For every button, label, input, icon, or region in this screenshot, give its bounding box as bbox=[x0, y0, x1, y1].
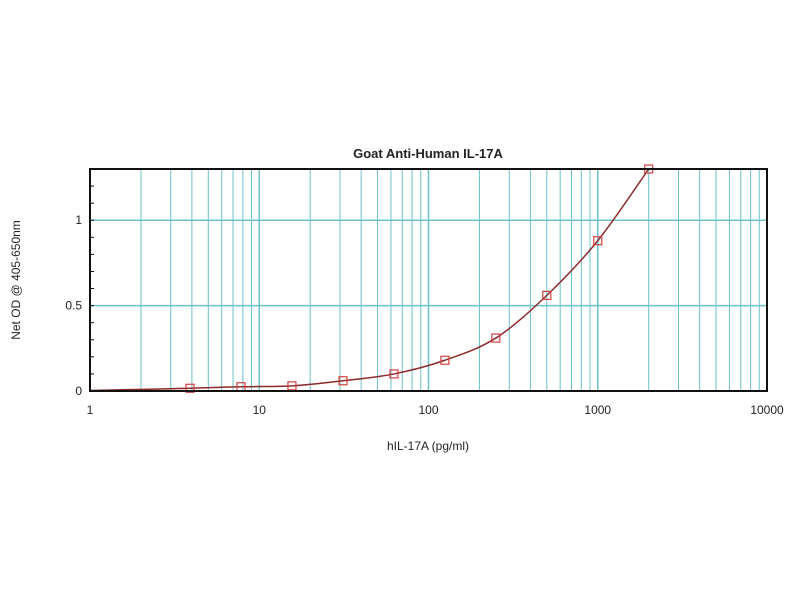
y-axis-label: Net OD @ 405-650nm bbox=[9, 220, 23, 340]
data-point bbox=[542, 290, 552, 300]
y-tick-label: 0.5 bbox=[65, 299, 82, 313]
fit-curve-path bbox=[89, 168, 650, 392]
chart-title: Goat Anti-Human IL-17A bbox=[353, 146, 503, 161]
x-tick-label: 1 bbox=[87, 403, 94, 417]
x-tick-label: 10000 bbox=[750, 403, 784, 417]
data-point bbox=[389, 369, 399, 379]
data-point bbox=[440, 355, 450, 365]
plot-frame bbox=[89, 168, 768, 392]
grid bbox=[90, 169, 767, 391]
x-tick-label: 10 bbox=[253, 403, 267, 417]
y-tick-labels: 00.51 bbox=[65, 213, 82, 398]
data-point bbox=[338, 376, 348, 386]
x-tick-label: 1000 bbox=[584, 403, 611, 417]
x-tick-label: 100 bbox=[418, 403, 438, 417]
x-axis-label: hIL-17A (pg/ml) bbox=[387, 439, 469, 453]
fit-curve bbox=[89, 168, 650, 392]
data-points bbox=[185, 164, 654, 393]
y-tick-label: 1 bbox=[75, 213, 82, 227]
y-tick-label: 0 bbox=[75, 384, 82, 398]
x-tick-labels: 1 10 100 1000 10000 bbox=[87, 403, 784, 417]
data-point bbox=[287, 381, 297, 391]
data-point bbox=[185, 383, 195, 393]
data-point bbox=[491, 333, 501, 343]
data-point bbox=[593, 236, 603, 246]
